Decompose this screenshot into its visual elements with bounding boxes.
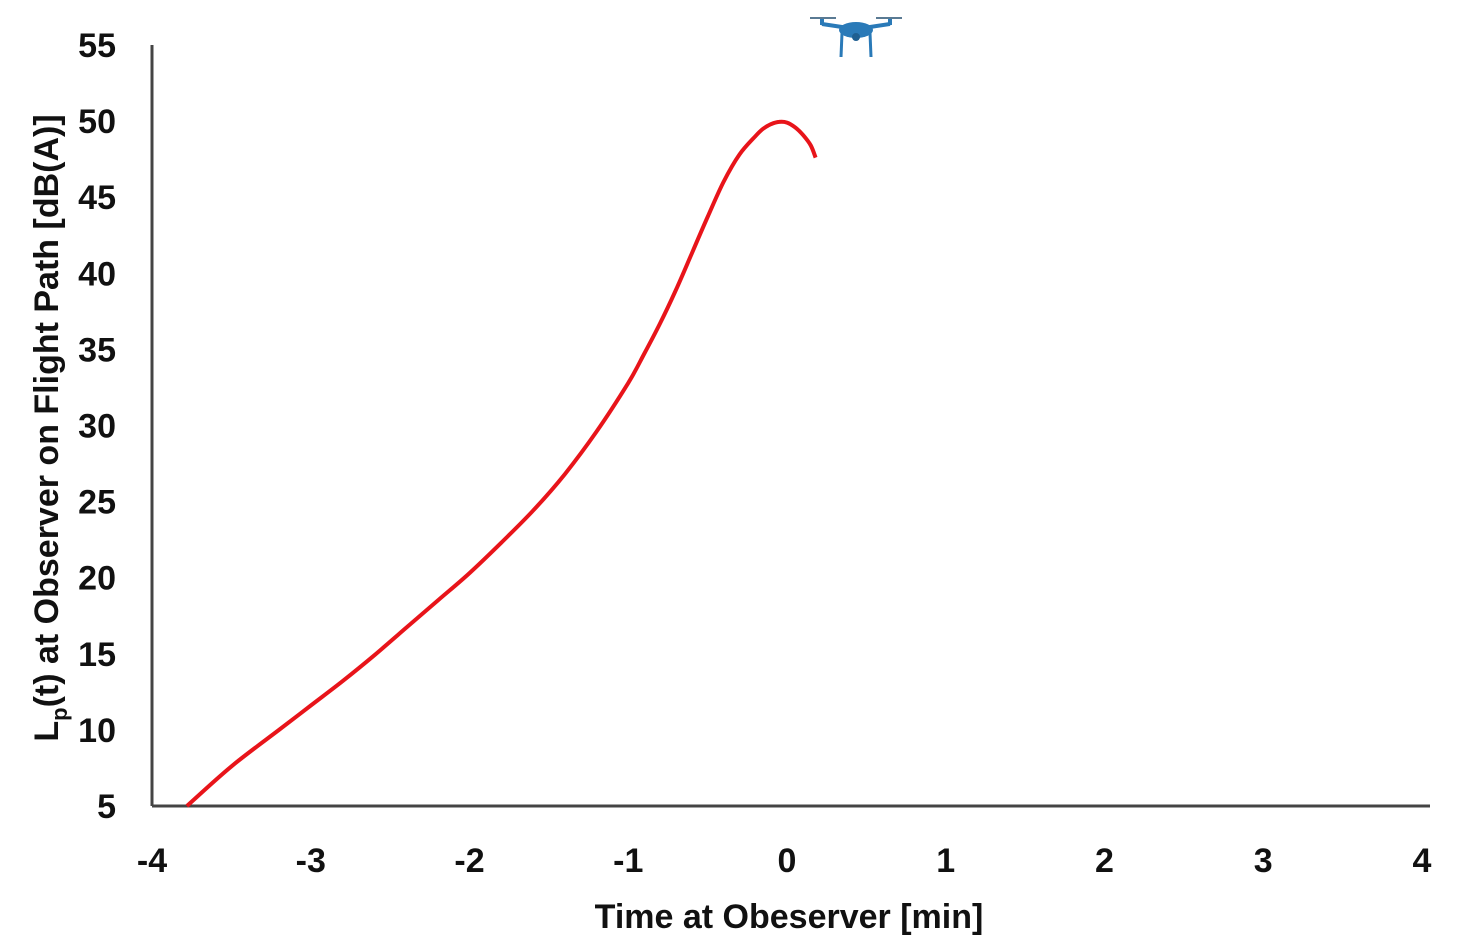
x-tick-label: 2 — [1095, 842, 1114, 880]
y-tick-labels: 5 10 15 20 25 30 35 40 45 50 55 — [78, 27, 116, 826]
x-tick-label: 1 — [936, 842, 955, 880]
y-axis-title: Lp(t) at Observer on Flight Path [dB(A)] — [28, 114, 72, 741]
y-tick-label: 20 — [78, 560, 116, 598]
series-layer — [185, 119, 818, 808]
y-tick-label: 10 — [78, 712, 116, 750]
x-tick-label: 4 — [1413, 842, 1432, 880]
x-tick-label: 0 — [778, 842, 797, 880]
y-tick-label: 35 — [78, 331, 116, 369]
x-axis-title: Time at Obeserver [min] — [595, 898, 984, 936]
y-tick-label: 5 — [97, 788, 116, 826]
x-tick-label: -3 — [296, 842, 326, 880]
y-tick-label: 50 — [78, 103, 116, 141]
x-tick-label: -2 — [454, 842, 484, 880]
x-tick-labels: -4 -3 -2 -1 0 1 2 3 4 — [137, 842, 1432, 880]
x-tick-label: 3 — [1254, 842, 1273, 880]
drone-icon — [810, 17, 902, 58]
axes — [150, 45, 1430, 808]
series-line — [185, 119, 818, 808]
y-axis-title-subscript: p — [47, 707, 72, 720]
y-tick-label: 25 — [78, 484, 116, 522]
y-tick-label: 30 — [78, 408, 116, 446]
y-tick-label: 55 — [78, 27, 116, 65]
x-tick-label: -1 — [613, 842, 643, 880]
y-axis-title-rest: (t) at Observer on Flight Path [dB(A)] — [28, 114, 66, 707]
y-tick-label: 40 — [78, 255, 116, 293]
y-tick-label: 15 — [78, 636, 116, 674]
x-tick-label: -4 — [137, 842, 167, 880]
y-axis-title-main: L — [28, 721, 66, 742]
y-tick-label: 45 — [78, 179, 116, 217]
